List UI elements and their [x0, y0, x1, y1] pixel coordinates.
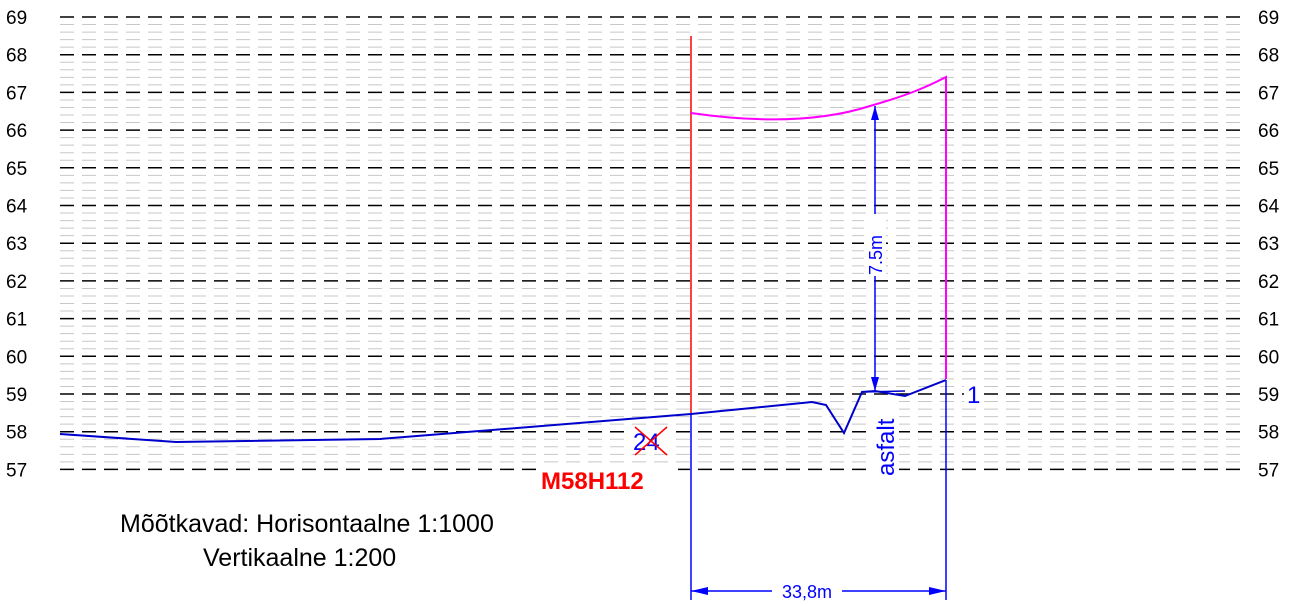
width-label-bg	[772, 580, 842, 602]
height-dimension-label: 7.5m	[866, 235, 886, 275]
point-number: 1	[967, 382, 980, 409]
height-arrow-top	[871, 106, 879, 120]
y-tick-label-left: 59	[6, 385, 27, 406]
y-tick-label-left: 58	[6, 423, 27, 444]
y-tick-label-right: 66	[1258, 121, 1279, 142]
y-tick-label-left: 69	[6, 8, 27, 29]
y-tick-label-left: 67	[6, 83, 27, 104]
height-label-bg	[864, 214, 886, 276]
y-tick-label-left: 57	[6, 460, 27, 481]
cross-out-stroke-2	[634, 426, 668, 456]
marker-code: M58H112	[541, 468, 644, 495]
y-tick-label-right: 68	[1258, 46, 1279, 67]
y-tick-label-left: 61	[6, 310, 27, 331]
y-tick-label-right: 63	[1258, 234, 1279, 255]
y-tick-label-right: 69	[1258, 8, 1279, 29]
ground-profile-detail	[861, 390, 906, 393]
scale-note-line-2: Vertikaalne 1:200	[203, 544, 397, 572]
y-tick-label-right: 57	[1258, 460, 1279, 481]
y-tick-label-left: 64	[6, 197, 28, 218]
point-number-bg	[964, 380, 984, 406]
y-tick-label-right: 64	[1258, 197, 1280, 218]
y-tick-label-left: 65	[6, 159, 27, 180]
ground-profile-line	[59, 379, 947, 444]
y-tick-labels-left: 69 68 67 66 65 64 63 62 61 60 59 58 57	[6, 8, 28, 481]
crossed-number: 24	[633, 429, 660, 456]
y-tick-label-left: 60	[6, 347, 27, 368]
width-dimension-label: 33,8m	[782, 582, 832, 602]
y-tick-label-right: 62	[1258, 272, 1279, 293]
scale-note-line-1: Mõõtkavad: Horisontaalne 1:1000	[120, 510, 494, 538]
y-tick-label-left: 63	[6, 234, 27, 255]
y-tick-label-right: 61	[1258, 310, 1279, 331]
asfalt-label-bg	[869, 400, 899, 478]
y-tick-label-right: 59	[1258, 385, 1279, 406]
width-arrow-right	[929, 587, 946, 595]
marker-code-bg	[540, 464, 678, 492]
y-tick-labels-right: 69 68 67 66 65 64 63 62 61 60 59 58 57	[1258, 8, 1280, 481]
y-tick-label-right: 67	[1258, 83, 1279, 104]
y-tick-label-left: 66	[6, 121, 27, 142]
y-tick-label-right: 65	[1258, 159, 1279, 180]
y-tick-label-right: 60	[1258, 347, 1279, 368]
y-tick-label-left: 62	[6, 272, 27, 293]
y-tick-label-right: 58	[1258, 423, 1279, 444]
surface-label: asfalt	[873, 418, 900, 476]
height-arrow-bottom	[871, 377, 879, 391]
envelope-curve	[690, 75, 947, 379]
width-arrow-left	[691, 587, 708, 595]
y-tick-label-left: 68	[6, 46, 27, 67]
